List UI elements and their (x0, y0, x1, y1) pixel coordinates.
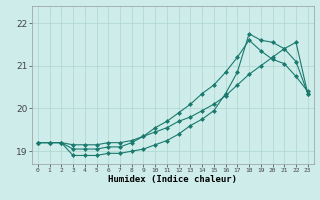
X-axis label: Humidex (Indice chaleur): Humidex (Indice chaleur) (108, 175, 237, 184)
